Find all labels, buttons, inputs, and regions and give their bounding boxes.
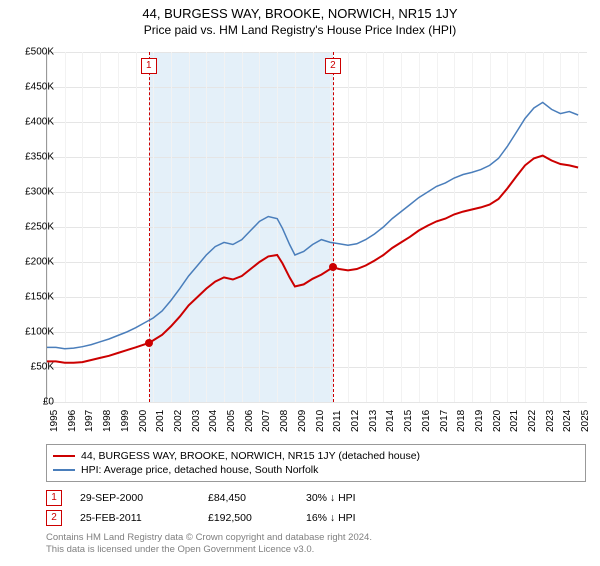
x-axis-label: 1995: [49, 410, 60, 432]
x-axis-label: 2015: [403, 410, 414, 432]
y-axis-label: £100K: [10, 327, 54, 338]
x-axis-label: 2022: [527, 410, 538, 432]
transaction-delta-2: 16% ↓ HPI: [306, 512, 386, 524]
transaction-row-2: 2 25-FEB-2011 £192,500 16% ↓ HPI: [46, 508, 586, 528]
legend-block: 44, BURGESS WAY, BROOKE, NORWICH, NR15 1…: [46, 444, 586, 557]
x-axis-label: 2001: [155, 410, 166, 432]
y-axis-label: £350K: [10, 152, 54, 163]
gridline-h: [47, 402, 587, 403]
y-axis-label: £400K: [10, 117, 54, 128]
legend-label-hpi: HPI: Average price, detached house, Sout…: [81, 464, 318, 476]
y-axis-label: £300K: [10, 187, 54, 198]
transaction-marker-2: 2: [46, 510, 62, 526]
x-axis-label: 2020: [492, 410, 503, 432]
legend-box: 44, BURGESS WAY, BROOKE, NORWICH, NR15 1…: [46, 444, 586, 482]
plot-region: 12: [46, 52, 587, 403]
legend-label-property: 44, BURGESS WAY, BROOKE, NORWICH, NR15 1…: [81, 450, 420, 462]
transactions-table: 1 29-SEP-2000 £84,450 30% ↓ HPI 2 25-FEB…: [46, 488, 586, 528]
credit-line-1: Contains HM Land Registry data © Crown c…: [46, 532, 586, 544]
transaction-date-1: 29-SEP-2000: [80, 492, 190, 504]
y-axis-label: £150K: [10, 292, 54, 303]
transaction-price-2: £192,500: [208, 512, 288, 524]
y-axis-label: £50K: [10, 362, 54, 373]
x-axis-label: 1996: [67, 410, 78, 432]
x-axis-label: 2000: [138, 410, 149, 432]
x-axis-label: 2017: [439, 410, 450, 432]
x-axis-label: 2018: [456, 410, 467, 432]
transaction-marker-1: 1: [46, 490, 62, 506]
x-axis-label: 2005: [226, 410, 237, 432]
x-axis-label: 2010: [315, 410, 326, 432]
x-axis-label: 2012: [350, 410, 361, 432]
x-axis-label: 2016: [421, 410, 432, 432]
x-axis-label: 2006: [244, 410, 255, 432]
chart-subtitle: Price paid vs. HM Land Registry's House …: [0, 23, 600, 37]
x-axis-label: 2011: [332, 410, 343, 432]
x-axis-label: 2025: [580, 410, 591, 432]
chart-title: 44, BURGESS WAY, BROOKE, NORWICH, NR15 1…: [0, 6, 600, 21]
transaction-date-2: 25-FEB-2011: [80, 512, 190, 524]
chart-container: 44, BURGESS WAY, BROOKE, NORWICH, NR15 1…: [0, 6, 600, 566]
chart-area: 12: [46, 52, 586, 402]
x-axis-label: 2024: [562, 410, 573, 432]
x-axis-label: 2019: [474, 410, 485, 432]
series-line-hpi: [47, 102, 578, 348]
x-axis-label: 2007: [261, 410, 272, 432]
credit-text: Contains HM Land Registry data © Crown c…: [46, 532, 586, 557]
x-axis-label: 2004: [208, 410, 219, 432]
legend-swatch-property: [53, 455, 75, 457]
transaction-price-1: £84,450: [208, 492, 288, 504]
x-axis-label: 2002: [173, 410, 184, 432]
legend-item-property: 44, BURGESS WAY, BROOKE, NORWICH, NR15 1…: [53, 449, 579, 463]
x-axis-label: 2023: [545, 410, 556, 432]
x-axis-label: 2021: [509, 410, 520, 432]
y-axis-label: £200K: [10, 257, 54, 268]
x-axis-label: 2008: [279, 410, 290, 432]
series-svg: [47, 52, 587, 402]
y-axis-label: £250K: [10, 222, 54, 233]
legend-item-hpi: HPI: Average price, detached house, Sout…: [53, 463, 579, 477]
x-axis-label: 1998: [102, 410, 113, 432]
y-axis-label: £450K: [10, 82, 54, 93]
transaction-delta-1: 30% ↓ HPI: [306, 492, 386, 504]
x-axis-label: 2009: [297, 410, 308, 432]
y-axis-label: £500K: [10, 47, 54, 58]
credit-line-2: This data is licensed under the Open Gov…: [46, 544, 586, 556]
x-axis-label: 2014: [385, 410, 396, 432]
x-axis-label: 1999: [120, 410, 131, 432]
x-axis-label: 1997: [84, 410, 95, 432]
x-axis-label: 2013: [368, 410, 379, 432]
y-axis-label: £0: [10, 397, 54, 408]
legend-swatch-hpi: [53, 469, 75, 471]
x-axis-label: 2003: [191, 410, 202, 432]
transaction-row-1: 1 29-SEP-2000 £84,450 30% ↓ HPI: [46, 488, 586, 508]
